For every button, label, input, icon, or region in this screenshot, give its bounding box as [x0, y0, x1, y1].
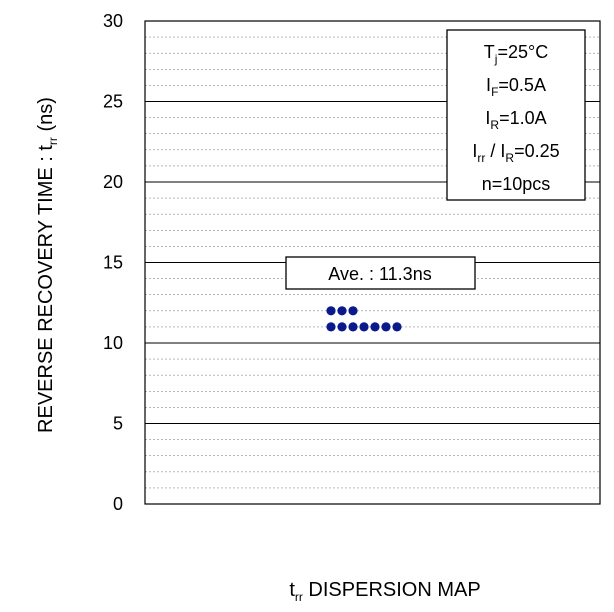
average-annotation: Ave. : 11.3ns: [285, 256, 476, 290]
data-point: [326, 322, 336, 332]
plot-frame: [144, 20, 601, 505]
data-point: [370, 322, 380, 332]
condition-tj: Tj=25°C: [484, 42, 548, 66]
y-tick-label: 0: [113, 494, 123, 514]
data-point: [337, 322, 347, 332]
y-tick-label: 20: [103, 172, 123, 192]
data-point: [392, 322, 402, 332]
y-axis-label: REVERSE RECOVERY TIME : trr (ns): [35, 97, 60, 433]
y-tick-label: 25: [103, 92, 123, 112]
condition-if: IF=0.5A: [486, 75, 546, 99]
y-tick-labels: 0 5 10 15 20 25 30: [103, 11, 123, 514]
condition-ir: IR=1.0A: [485, 108, 546, 132]
data-point: [337, 306, 347, 316]
data-point: [348, 306, 358, 316]
conditions-box: Tj=25°C IF=0.5A IR=1.0A Irr / IR=0.25 n=…: [446, 29, 586, 201]
y-tick-label: 15: [103, 253, 123, 273]
condition-irr-ratio: Irr / IR=0.25: [472, 141, 559, 165]
y-tick-label: 5: [113, 414, 123, 434]
data-point: [359, 322, 369, 332]
y-tick-label: 10: [103, 333, 123, 353]
y-tick-label: 30: [103, 11, 123, 31]
data-points: [326, 306, 402, 332]
average-label: Ave. : 11.3ns: [328, 264, 431, 284]
data-point: [326, 306, 336, 316]
condition-n: n=10pcs: [482, 174, 551, 194]
x-axis-label: trr DISPERSION MAP: [289, 579, 480, 604]
data-point: [381, 322, 391, 332]
data-point: [348, 322, 358, 332]
